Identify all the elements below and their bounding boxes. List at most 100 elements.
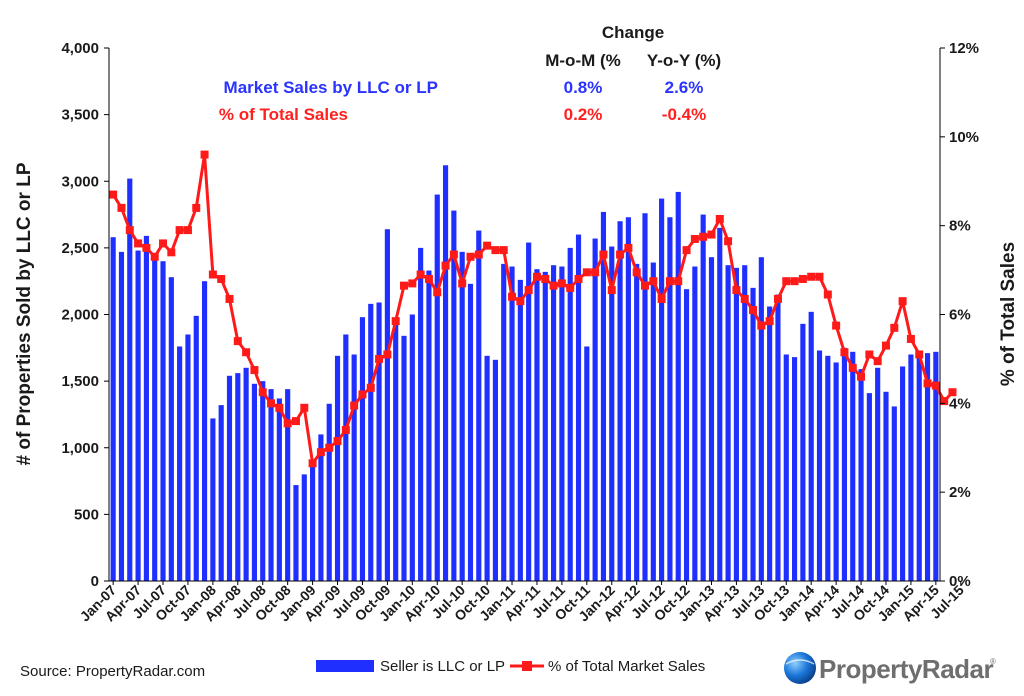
bar (866, 393, 872, 581)
legend-bar-label: Seller is LLC or LP (380, 658, 505, 675)
line-point (217, 274, 226, 283)
y-right-tick-label: 8% (949, 218, 971, 235)
line-point (724, 237, 733, 246)
line-point (200, 150, 209, 159)
bar (110, 237, 116, 581)
bar (542, 271, 548, 581)
column-mom-label: M-o-M (% (545, 51, 621, 70)
legend: Seller is LLC or LP % of Total Market Sa… (316, 658, 705, 675)
line-point (616, 250, 625, 259)
brand-logo: PropertyRadar ® (784, 652, 996, 684)
line-point (175, 226, 184, 235)
line-point (665, 277, 674, 286)
row-market-sales-label: Market Sales by LLC or LP (224, 78, 438, 97)
y-left-tick-label: 4,000 (61, 40, 99, 57)
line-point (117, 203, 126, 212)
bar (900, 366, 906, 581)
bar (193, 315, 199, 581)
line-point (715, 215, 724, 223)
line-point (333, 437, 342, 446)
line-point (458, 279, 467, 288)
bar (368, 303, 374, 581)
y-left-tick-label: 0 (91, 573, 99, 590)
line-point (848, 363, 857, 372)
bar (201, 281, 208, 581)
bar (476, 230, 482, 582)
line-point (400, 281, 408, 290)
row-pct-total-label: % of Total Sales (219, 105, 348, 124)
line-point (898, 297, 907, 306)
row-market-sales-yoy: 2.6% (665, 78, 704, 97)
line-point (242, 348, 251, 357)
line-point (873, 357, 882, 366)
bar (210, 418, 216, 581)
bar (916, 354, 922, 581)
bar (883, 391, 889, 581)
line-point (840, 348, 849, 357)
bar (301, 474, 307, 581)
bar (642, 213, 648, 582)
bar (575, 234, 582, 582)
bar (459, 251, 465, 581)
line-point (566, 283, 575, 292)
bar (135, 250, 141, 582)
bar (118, 251, 125, 581)
bar (767, 306, 773, 581)
bar (401, 335, 407, 581)
bar (858, 369, 864, 581)
line-point (757, 321, 766, 330)
line-point (192, 203, 201, 212)
bar (559, 266, 565, 581)
line-point (690, 234, 699, 243)
bar (567, 247, 573, 582)
line-point (707, 230, 716, 239)
bar (833, 362, 839, 581)
bar (218, 405, 224, 581)
bar (792, 357, 798, 581)
bar (650, 262, 656, 581)
line-point (940, 397, 949, 406)
bar (434, 194, 440, 581)
legend-line-marker (522, 661, 532, 671)
bar (127, 178, 133, 581)
line-point (574, 274, 583, 283)
y-left-tick-label: 3,000 (61, 173, 99, 190)
bar (293, 485, 299, 581)
column-yoy-label: Y-o-Y (%) (647, 51, 721, 70)
bar (783, 354, 789, 581)
axes: 0 500 1,000 1,500 2,000 2,500 3,000 3,500 4,000 0… (61, 40, 979, 590)
line-point (532, 272, 541, 281)
y-left-tick-label: 3,500 (61, 107, 99, 124)
bar (700, 214, 706, 581)
line-point (291, 417, 300, 426)
legend-line-label: % of Total Market Sales (548, 658, 705, 675)
line-point (773, 294, 782, 303)
line-point (915, 350, 924, 359)
line-point (508, 292, 517, 301)
bar (609, 246, 615, 582)
line-point (125, 226, 134, 235)
bar (808, 311, 814, 581)
bar (551, 265, 557, 581)
bar (617, 221, 623, 581)
line-point (649, 277, 658, 286)
line-point (358, 390, 367, 399)
line-point (424, 274, 433, 283)
line-point (300, 403, 309, 412)
bar (933, 351, 939, 581)
line-point (233, 337, 242, 346)
bar (758, 257, 764, 581)
line-point (541, 274, 550, 283)
bar (393, 319, 399, 581)
bar (634, 263, 640, 581)
bar (509, 266, 515, 581)
line-point (948, 388, 957, 397)
line-point (142, 243, 151, 252)
bar (251, 383, 257, 581)
bar (850, 351, 856, 581)
line-point (350, 401, 359, 410)
bar (185, 334, 191, 581)
bar (600, 211, 607, 581)
line-point (474, 250, 483, 259)
line-point (258, 388, 267, 397)
